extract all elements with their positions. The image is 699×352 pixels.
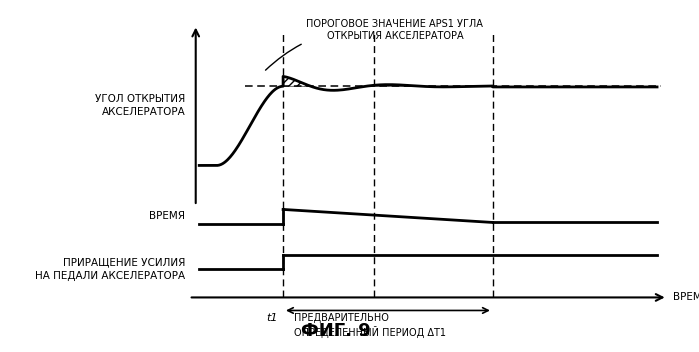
Text: УГОЛ ОТКРЫТИЯ
АКСЕЛЕРАТОРА: УГОЛ ОТКРЫТИЯ АКСЕЛЕРАТОРА <box>95 94 185 117</box>
Text: ВРЕМЯ: ВРЕМЯ <box>673 293 699 302</box>
Text: ПРЕДВАРИТЕЛЬНО
ОПРЕДЕЛЕННЫЙ ПЕРИОД ΔT1: ПРЕДВАРИТЕЛЬНО ОПРЕДЕЛЕННЫЙ ПЕРИОД ΔT1 <box>294 313 445 338</box>
Text: ВРЕМЯ: ВРЕМЯ <box>149 212 185 221</box>
Text: t1: t1 <box>266 313 278 323</box>
Text: ФИГ. 9: ФИГ. 9 <box>301 322 370 340</box>
Text: ПОРОГОВОЕ ЗНАЧЕНИЕ APS1 УГЛА
ОТКРЫТИЯ АКСЕЛЕРАТОРА: ПОРОГОВОЕ ЗНАЧЕНИЕ APS1 УГЛА ОТКРЫТИЯ АК… <box>266 19 484 70</box>
Text: ПРИРАЩЕНИЕ УСИЛИЯ
НА ПЕДАЛИ АКСЕЛЕРАТОРА: ПРИРАЩЕНИЕ УСИЛИЯ НА ПЕДАЛИ АКСЕЛЕРАТОРА <box>35 258 185 281</box>
